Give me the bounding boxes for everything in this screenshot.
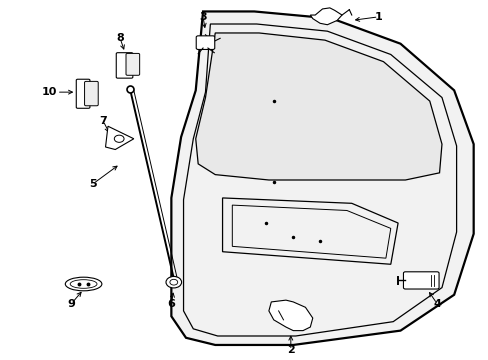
Text: 4: 4: [432, 299, 440, 309]
Polygon shape: [171, 12, 473, 345]
FancyBboxPatch shape: [84, 81, 98, 106]
FancyBboxPatch shape: [116, 53, 133, 78]
Text: 6: 6: [167, 299, 175, 309]
Text: 8: 8: [116, 33, 124, 43]
Text: 3: 3: [199, 12, 206, 22]
Ellipse shape: [65, 277, 102, 291]
Text: 5: 5: [89, 179, 97, 189]
Circle shape: [114, 135, 124, 142]
FancyBboxPatch shape: [76, 79, 90, 108]
Polygon shape: [310, 8, 341, 25]
Polygon shape: [195, 33, 441, 180]
Polygon shape: [268, 300, 312, 330]
Text: 2: 2: [286, 345, 294, 355]
Polygon shape: [222, 198, 397, 264]
Text: 7: 7: [99, 116, 107, 126]
Text: 10: 10: [41, 87, 57, 97]
Polygon shape: [105, 126, 134, 149]
Text: 9: 9: [67, 299, 75, 309]
FancyBboxPatch shape: [196, 36, 214, 49]
Text: 1: 1: [374, 12, 382, 22]
FancyBboxPatch shape: [403, 272, 438, 289]
Circle shape: [165, 276, 181, 288]
FancyBboxPatch shape: [126, 53, 140, 75]
